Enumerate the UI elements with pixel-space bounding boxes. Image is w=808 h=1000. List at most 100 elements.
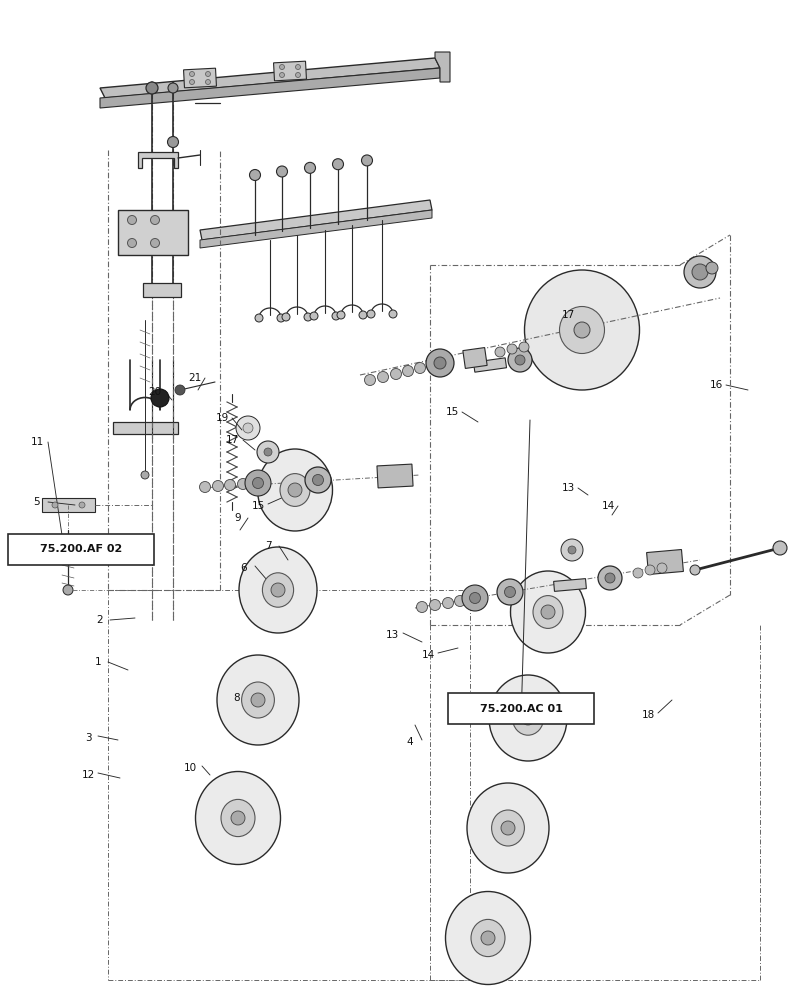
Bar [553,579,587,591]
Text: 19: 19 [216,413,229,423]
Circle shape [367,310,375,318]
Circle shape [515,355,525,365]
Ellipse shape [243,423,253,433]
Text: 75.200.AF 02: 75.200.AF 02 [40,544,122,554]
Circle shape [175,385,185,395]
Circle shape [205,80,211,85]
Circle shape [79,502,85,508]
Bar [274,61,306,81]
Text: 12: 12 [82,770,95,780]
Circle shape [280,64,284,70]
Ellipse shape [489,675,567,761]
Ellipse shape [217,655,299,745]
Circle shape [167,136,179,147]
Circle shape [288,483,302,497]
Circle shape [305,162,315,173]
Text: 15: 15 [251,501,265,511]
Circle shape [337,311,345,319]
Text: 15: 15 [445,407,459,417]
Ellipse shape [258,449,333,531]
Text: 3: 3 [85,733,91,743]
Ellipse shape [242,682,275,718]
Circle shape [598,566,622,590]
Ellipse shape [445,892,531,984]
Circle shape [150,238,159,247]
Circle shape [238,479,249,489]
Circle shape [568,546,576,554]
Circle shape [501,821,515,835]
Text: 6: 6 [241,563,247,573]
Bar [143,283,181,297]
Circle shape [141,471,149,479]
Text: 4: 4 [406,737,414,747]
Bar [463,348,487,368]
Circle shape [200,482,211,492]
Circle shape [773,541,787,555]
Text: 14: 14 [601,501,615,511]
Circle shape [633,568,643,578]
Circle shape [361,155,372,166]
FancyBboxPatch shape [448,693,594,724]
Circle shape [541,605,555,619]
Polygon shape [200,200,432,240]
Text: 13: 13 [385,630,398,640]
Ellipse shape [512,701,544,735]
Circle shape [426,349,454,377]
Circle shape [250,169,260,180]
Polygon shape [200,210,432,248]
Ellipse shape [524,270,639,390]
Circle shape [225,480,235,490]
Circle shape [657,563,667,573]
Circle shape [276,166,288,177]
Circle shape [257,441,279,463]
Polygon shape [435,52,450,82]
Circle shape [304,313,312,321]
Circle shape [271,583,285,597]
Circle shape [231,811,245,825]
Circle shape [150,216,159,225]
Circle shape [190,72,195,77]
Circle shape [462,585,488,611]
Circle shape [252,478,263,488]
Circle shape [168,83,178,93]
Bar [112,422,178,434]
Ellipse shape [280,474,310,506]
Text: 7: 7 [265,541,271,551]
Text: 2: 2 [97,615,103,625]
Circle shape [519,342,529,352]
Circle shape [390,368,402,379]
Circle shape [504,586,516,597]
Circle shape [377,371,389,382]
Circle shape [706,262,718,274]
Circle shape [205,72,211,77]
Circle shape [282,313,290,321]
Circle shape [434,357,446,369]
Ellipse shape [491,810,524,846]
Ellipse shape [236,416,260,440]
Circle shape [690,565,700,575]
Circle shape [296,73,301,78]
Circle shape [389,310,397,318]
Text: 16: 16 [709,380,722,390]
Circle shape [507,344,517,354]
Text: 9: 9 [234,513,242,523]
Text: 75.200.AC 01: 75.200.AC 01 [480,704,562,714]
Ellipse shape [221,799,255,837]
Circle shape [251,693,265,707]
Text: 14: 14 [422,650,435,660]
Circle shape [364,374,376,385]
Ellipse shape [511,571,586,653]
Circle shape [190,80,195,85]
Circle shape [469,592,481,603]
Circle shape [430,599,440,610]
Circle shape [605,573,615,583]
Circle shape [128,216,137,225]
Bar [183,68,217,88]
Ellipse shape [467,783,549,873]
Circle shape [692,264,708,280]
Polygon shape [118,210,188,255]
Circle shape [313,475,323,486]
Circle shape [332,312,340,320]
Text: 11: 11 [31,437,44,447]
Text: 21: 21 [188,373,202,383]
